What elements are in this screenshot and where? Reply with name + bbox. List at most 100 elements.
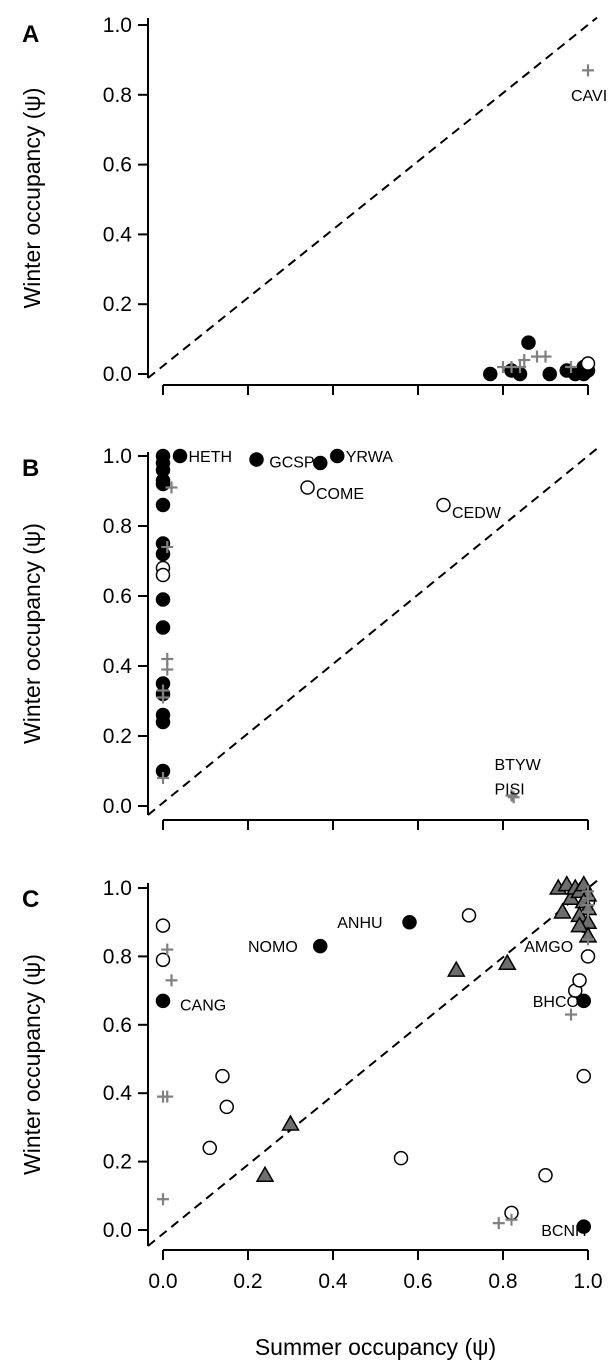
filled-circle-point (576, 1219, 591, 1234)
filled-circle-point (576, 993, 591, 1009)
filled-circle-point (402, 914, 417, 930)
open-circle-point (580, 356, 596, 371)
triangle-point (255, 1165, 275, 1183)
x-tick-label: 0.0 (148, 1270, 177, 1293)
triangle-point (446, 960, 466, 977)
x-tick-label: 0.2 (233, 1270, 262, 1293)
open-circle-point (576, 1068, 591, 1084)
plus-point (161, 1090, 174, 1103)
y-tick-label: 0.8 (103, 84, 132, 107)
panel-letter: C (22, 886, 39, 913)
plus-point (518, 354, 531, 367)
point-label: BHCO (533, 994, 579, 1011)
panel-b: B 0.0 0.2 0.4 0.6 0.8 1.0 Winter occupancy (ψ) H… (19, 445, 598, 830)
y-tick-label: 0.6 (103, 154, 132, 177)
filled-circle-point (155, 714, 171, 730)
point-label: PISI (495, 782, 525, 799)
point-label: BCNH (541, 1223, 586, 1240)
point-label: AMGO (524, 939, 573, 956)
plus-point (157, 772, 169, 784)
point-label: HETH (189, 449, 233, 466)
filled-circle-point (155, 497, 171, 513)
open-circle-point (155, 918, 171, 933)
one-to-one-line (147, 447, 598, 816)
y-tick-label: 0.4 (103, 655, 133, 678)
y-tick-label: 1.0 (103, 877, 132, 900)
point-label: NOMO (248, 939, 298, 956)
plus-point (582, 64, 594, 77)
filled-circle-point (521, 335, 536, 350)
x-tick-label: 0.6 (403, 1270, 432, 1293)
open-circle-point (300, 480, 315, 495)
filled-circle-point (330, 448, 345, 464)
plus-point (161, 541, 174, 553)
panel-c: C 0.0 0.2 0.4 0.6 0.8 1.0 0.0 0.2 0.4 0.6 0.8 1.0 Win… (19, 875, 603, 1360)
filled-circle-point (542, 366, 557, 382)
y-tick-label: 0.0 (103, 363, 132, 386)
plus-point (161, 943, 174, 956)
y-tick-label: 0.8 (103, 515, 132, 538)
y-axis-label: Winter occupancy (ψ) (19, 88, 45, 309)
x-axis-label: Summer occupancy (ψ) (255, 1334, 496, 1360)
triangle-point (497, 953, 517, 970)
open-circle-point (219, 1099, 234, 1115)
filled-circle-point (155, 993, 171, 1009)
open-circle-point (572, 973, 587, 988)
open-circle-point (580, 949, 596, 964)
y-tick-label: 0.4 (103, 1082, 133, 1105)
plus-point (505, 789, 518, 802)
plus-point (565, 361, 577, 374)
point-label: YRWA (346, 449, 393, 466)
one-to-one-line (147, 16, 598, 379)
y-tick-label: 1.0 (103, 14, 132, 37)
plus-point (165, 481, 178, 494)
y-tick-label: 0.0 (103, 795, 132, 818)
filled-circle-point (155, 620, 171, 635)
plus-point (161, 663, 174, 676)
panel-a: A 0.0 0.2 0.4 0.6 0.8 1.0 Winter occupancy (ψ) C… (19, 14, 607, 395)
open-circle-point (155, 952, 171, 968)
triangle-point (570, 916, 589, 933)
y-tick-label: 0.4 (103, 223, 133, 246)
y-tick-label: 0.6 (103, 585, 132, 608)
point-label: ANHU (337, 915, 382, 932)
point-label: BTYW (495, 757, 542, 774)
y-tick-label: 0.6 (103, 1014, 132, 1037)
point-label: CANG (180, 997, 226, 1014)
point-label: GCSP (269, 454, 314, 471)
x-tick-label: 0.4 (318, 1270, 348, 1293)
plus-point (507, 791, 520, 804)
open-circle-point (461, 908, 477, 923)
open-circle-point (436, 497, 451, 513)
triangle-point (553, 902, 572, 919)
plus-point (161, 653, 174, 665)
point-label: CAVI (571, 88, 607, 105)
point-label: COME (316, 486, 364, 503)
x-tick-label: 0.8 (488, 1270, 517, 1293)
filled-circle-point (483, 366, 498, 382)
y-tick-label: 0.2 (103, 293, 132, 316)
y-axis-label: Winter occupancy (ψ) (19, 954, 45, 1175)
plus-point (492, 1217, 505, 1230)
y-tick-label: 0.0 (103, 1219, 132, 1242)
plus-point (565, 1008, 577, 1021)
filled-circle-point (313, 455, 328, 471)
panel-letter: A (22, 21, 39, 48)
triangle-point (281, 1114, 300, 1131)
plus-point (582, 933, 594, 946)
open-circle-point (538, 1168, 553, 1183)
y-tick-label: 0.8 (103, 945, 132, 968)
open-circle-point (393, 1150, 409, 1166)
y-tick-label: 0.2 (103, 725, 132, 748)
plus-point (539, 350, 552, 363)
y-tick-label: 1.0 (103, 445, 132, 468)
x-tick-label: 1.0 (573, 1270, 602, 1293)
filled-circle-point (155, 592, 171, 607)
plus-point (505, 1213, 518, 1226)
plus-point (157, 1193, 169, 1206)
filled-circle-point (172, 448, 188, 464)
plus-point (165, 974, 178, 987)
filled-circle-point (249, 452, 264, 467)
plus-point (582, 905, 594, 918)
open-circle-point (155, 567, 171, 583)
